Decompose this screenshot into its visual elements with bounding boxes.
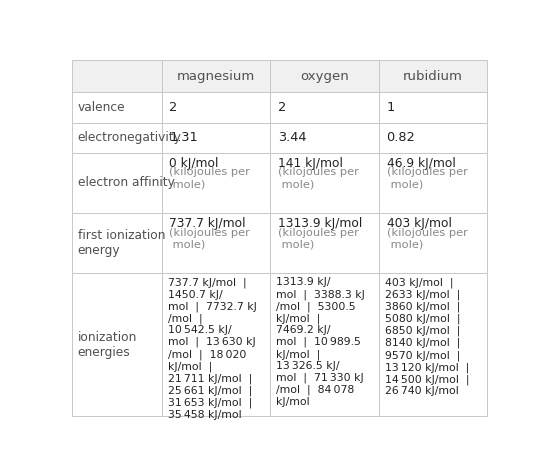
Text: (kilojoules per
 mole): (kilojoules per mole) — [278, 168, 359, 189]
Text: 2: 2 — [169, 101, 177, 114]
Text: 3.44: 3.44 — [278, 131, 306, 144]
Text: 0 kJ/mol: 0 kJ/mol — [169, 157, 218, 170]
Text: 2: 2 — [278, 101, 286, 114]
Text: 46.9 kJ/mol: 46.9 kJ/mol — [387, 157, 455, 170]
Text: rubidium: rubidium — [403, 70, 463, 83]
Bar — [162, 213, 270, 273]
Text: valence: valence — [78, 101, 125, 114]
Text: 1: 1 — [387, 101, 395, 114]
Bar — [270, 123, 379, 153]
Bar — [73, 153, 162, 213]
Bar — [270, 153, 379, 213]
Bar — [73, 213, 162, 273]
Text: (kilojoules per
 mole): (kilojoules per mole) — [278, 228, 359, 249]
Text: 1.31: 1.31 — [169, 131, 198, 144]
Bar — [379, 93, 487, 123]
Text: 403 kJ/mol: 403 kJ/mol — [387, 217, 452, 230]
Text: oxygen: oxygen — [300, 70, 349, 83]
Text: magnesium: magnesium — [177, 70, 255, 83]
Bar — [270, 213, 379, 273]
Bar — [73, 273, 162, 416]
Text: first ionization
energy: first ionization energy — [78, 229, 165, 257]
Bar — [379, 213, 487, 273]
Bar — [162, 153, 270, 213]
Text: 737.7 kJ/mol: 737.7 kJ/mol — [169, 217, 246, 230]
Bar — [162, 93, 270, 123]
Bar — [270, 273, 379, 416]
Text: electron affinity: electron affinity — [78, 177, 174, 189]
Text: (kilojoules per
 mole): (kilojoules per mole) — [387, 168, 467, 189]
Text: (kilojoules per
 mole): (kilojoules per mole) — [387, 228, 467, 249]
Text: (kilojoules per
 mole): (kilojoules per mole) — [169, 228, 250, 249]
Bar — [270, 60, 379, 93]
Bar — [73, 93, 162, 123]
Bar — [73, 60, 162, 93]
Bar — [379, 123, 487, 153]
Text: 1313.9 kJ/mol: 1313.9 kJ/mol — [278, 217, 362, 230]
Text: 0.82: 0.82 — [387, 131, 416, 144]
Bar — [379, 60, 487, 93]
Bar — [162, 273, 270, 416]
Text: electronegativity: electronegativity — [78, 131, 181, 144]
Bar — [73, 123, 162, 153]
Bar — [270, 93, 379, 123]
Text: 737.7 kJ/mol  |
1450.7 kJ/
mol  |  7732.7 kJ
/mol  |
10 542.5 kJ/
mol  |  13 630: 737.7 kJ/mol | 1450.7 kJ/ mol | 7732.7 k… — [168, 278, 257, 420]
Text: 403 kJ/mol  |
2633 kJ/mol  |
3860 kJ/mol  |
5080 kJ/mol  |
6850 kJ/mol  |
8140 k: 403 kJ/mol | 2633 kJ/mol | 3860 kJ/mol |… — [385, 278, 470, 396]
Text: 141 kJ/mol: 141 kJ/mol — [278, 157, 343, 170]
Bar — [162, 60, 270, 93]
Bar — [379, 273, 487, 416]
Text: ionization
energies: ionization energies — [78, 331, 137, 359]
Bar — [162, 123, 270, 153]
Text: (kilojoules per
 mole): (kilojoules per mole) — [169, 168, 250, 189]
Bar — [379, 153, 487, 213]
Text: 1313.9 kJ/
mol  |  3388.3 kJ
/mol  |  5300.5
kJ/mol  |
7469.2 kJ/
mol  |  10 989: 1313.9 kJ/ mol | 3388.3 kJ /mol | 5300.5… — [276, 278, 365, 407]
